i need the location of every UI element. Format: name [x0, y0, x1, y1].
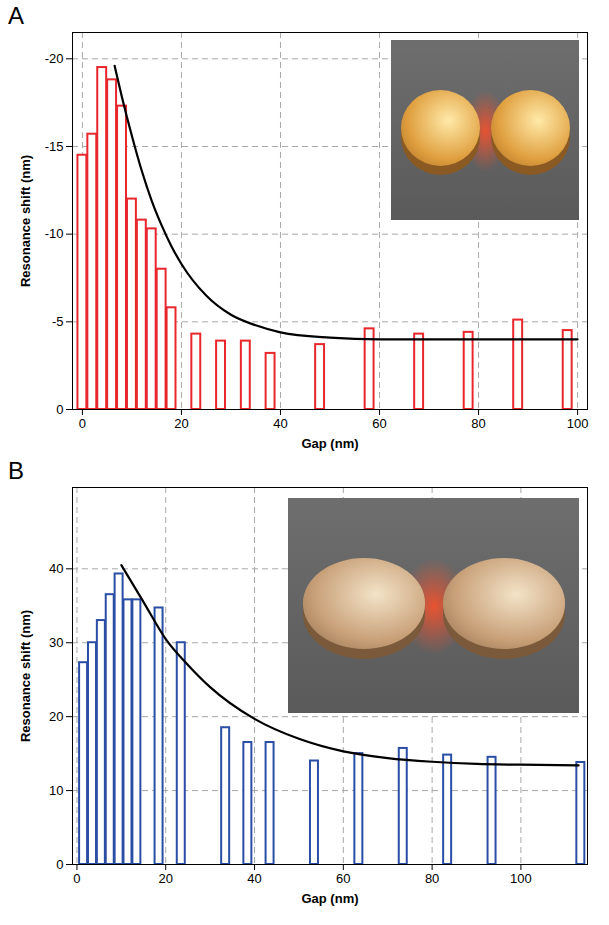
svg-text:20: 20	[174, 416, 188, 431]
svg-text:100: 100	[567, 416, 589, 431]
svg-text:-10: -10	[45, 226, 64, 241]
svg-text:30: 30	[49, 635, 63, 650]
svg-text:-5: -5	[52, 314, 64, 329]
svg-text:Resonance shift (nm): Resonance shift (nm)	[18, 155, 33, 287]
svg-text:10: 10	[49, 783, 63, 798]
svg-text:40: 40	[247, 871, 261, 886]
svg-text:60: 60	[372, 416, 386, 431]
svg-text:-15: -15	[45, 139, 64, 154]
svg-text:20: 20	[158, 871, 172, 886]
svg-text:100: 100	[510, 871, 532, 886]
svg-text:0: 0	[56, 857, 63, 872]
svg-text:80: 80	[425, 871, 439, 886]
svg-text:Resonance shift (nm): Resonance shift (nm)	[18, 610, 33, 742]
svg-text:0: 0	[73, 871, 80, 886]
svg-text:60: 60	[336, 871, 350, 886]
html-text:A: A	[8, 2, 24, 29]
svg-text:Gap (nm): Gap (nm)	[301, 891, 358, 906]
svg-text:Gap (nm): Gap (nm)	[301, 436, 358, 451]
svg-text:0: 0	[56, 402, 63, 417]
html-text:B: B	[8, 457, 24, 484]
svg-text:20: 20	[49, 709, 63, 724]
svg-text:-20: -20	[45, 51, 64, 66]
svg-text:0: 0	[79, 416, 86, 431]
svg-text:40: 40	[49, 561, 63, 576]
svg-text:80: 80	[471, 416, 485, 431]
svg-text:40: 40	[273, 416, 287, 431]
